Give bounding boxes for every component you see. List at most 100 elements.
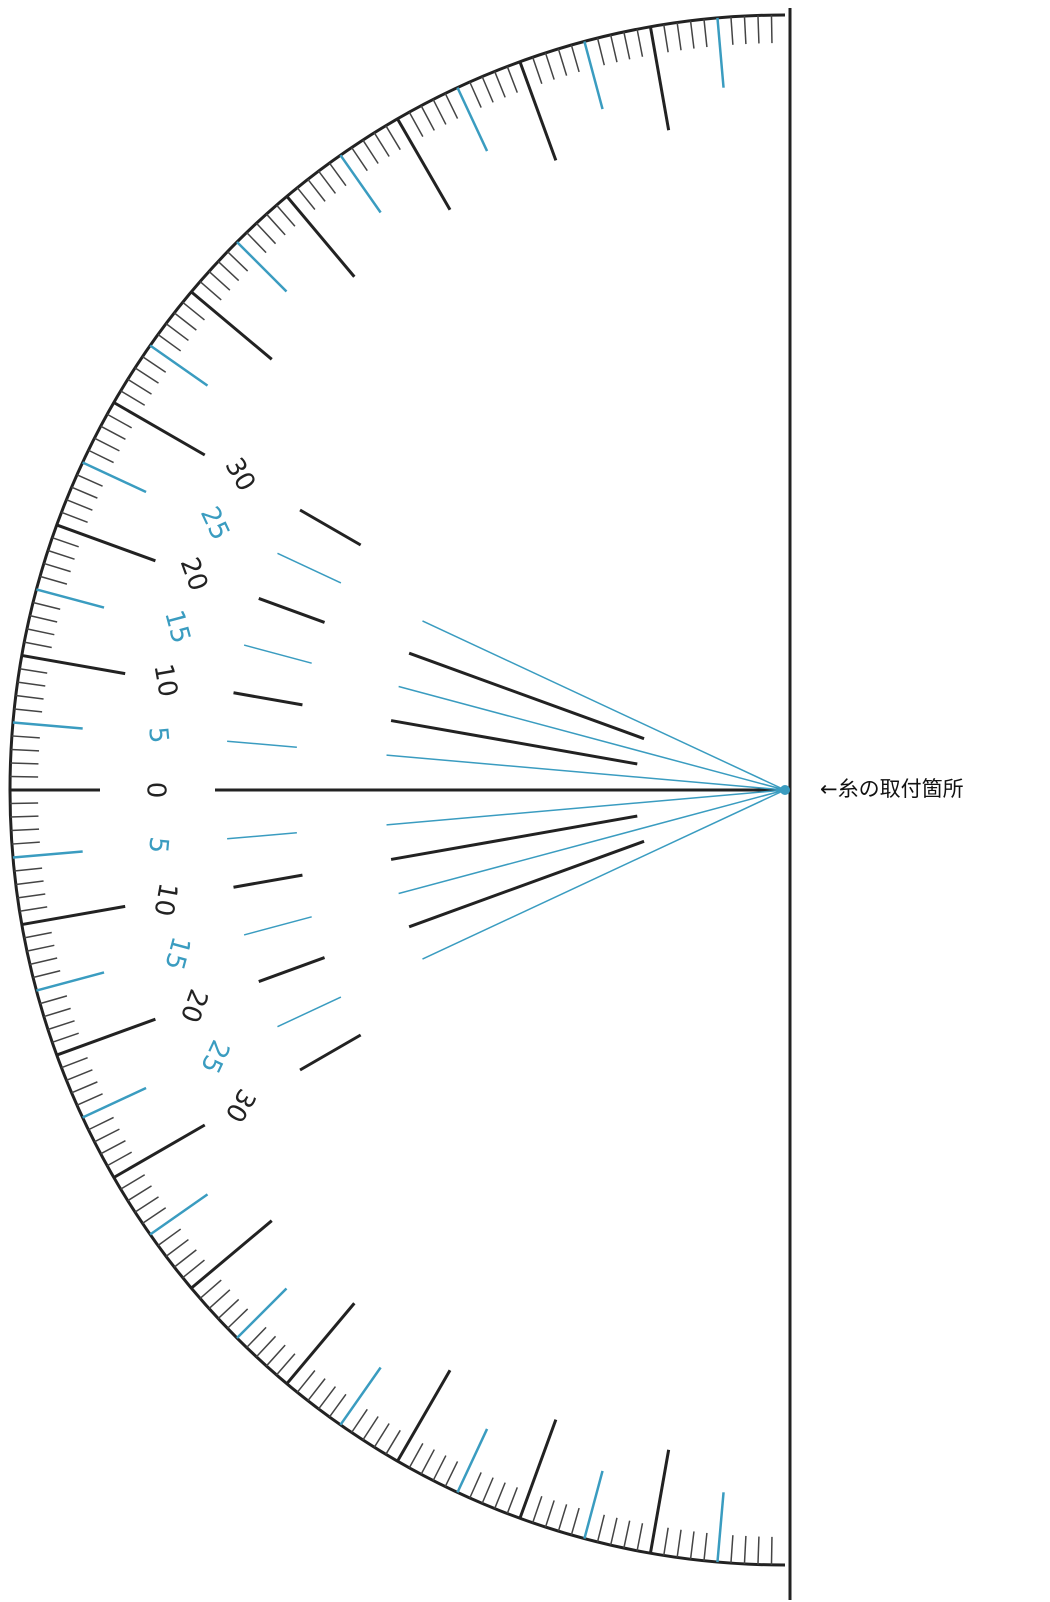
rim-tick [518,1419,558,1519]
rim-tick [56,1017,156,1057]
rim-tick [351,1408,368,1433]
rim-tick [663,1527,669,1556]
rim-tick [165,322,189,342]
rim-tick [623,31,631,60]
rim-tick [88,449,114,464]
rim-tick [217,1298,240,1320]
rim-tick [15,694,44,700]
rim-tick [14,708,43,713]
rim-tick [317,170,337,194]
rim-tick [570,1507,580,1536]
rim-tick [396,118,452,211]
rim-tick [743,16,747,45]
rim-tick [36,588,105,609]
annotation: ←糸の取付箇所 [820,777,964,801]
rim-tick [56,523,156,563]
rim-tick [730,1535,734,1564]
guide-tick [258,597,326,624]
rim-tick [456,1428,489,1493]
rim-tick [12,721,83,730]
rim-tick [157,1228,182,1247]
rim-tick [531,1496,543,1524]
rim-tick [757,1536,760,1565]
rim-tick [106,413,133,429]
guide-line [398,789,786,895]
guide-tick [299,508,362,547]
rim-tick [208,270,231,291]
rim-tick [76,474,103,487]
rim-tick [648,26,671,131]
rim-tick [199,280,222,301]
rim-tick [142,356,167,373]
rim-tick [182,301,205,321]
rim-tick [636,1523,644,1551]
rim-tick [24,931,52,939]
rim-tick [134,1196,159,1213]
rim-tick [689,20,695,49]
guide-tick [243,644,312,664]
rim-tick [39,995,68,1005]
rim-tick [730,16,734,45]
rim-tick [408,111,424,138]
rim-tick [165,1238,189,1258]
scale-label: 30 [219,453,262,497]
rim-tick [432,1455,447,1481]
rim-tick [217,260,240,282]
rim-tick [47,1020,75,1031]
scale-label: 5 [142,725,173,744]
rim-tick [100,425,126,440]
rim-tick [19,906,48,912]
rim-tick [623,1520,631,1549]
rim-tick [609,1517,618,1546]
rim-tick [226,251,249,272]
rim-tick [24,641,52,649]
rim-tick [26,944,55,952]
rim-tick [385,1429,401,1455]
rim-tick [120,390,146,406]
rim-tick [481,1477,494,1504]
rim-tick [596,1514,606,1543]
rim-tick [373,132,390,157]
rim-tick [100,1140,126,1155]
rim-tick [236,241,288,293]
rim-tick [328,1393,347,1418]
rim-tick [21,904,126,927]
rim-tick [43,562,71,573]
rim-tick [106,1151,133,1167]
rim-tick [396,1369,452,1462]
rim-tick [11,748,40,752]
rim-tick [82,461,147,494]
rim-tick [544,1500,555,1528]
rim-tick [17,893,46,899]
scale-label: 25 [194,1035,235,1078]
rim-tick [265,213,286,236]
rim-tick [716,17,725,88]
rim-tick [676,22,682,51]
rim-tick [61,1057,88,1069]
guide-line [398,685,786,791]
rim-tick [32,601,61,611]
rim-tick [506,66,518,93]
rim-tick [265,1344,286,1367]
rim-tick [246,1326,267,1349]
rim-tick [456,87,489,152]
rim-tick [716,1492,725,1563]
guide-tick [299,1033,362,1072]
rim-tick [149,344,209,387]
rim-tick [226,1308,249,1329]
rim-tick [246,231,267,254]
rim-tick [493,71,506,98]
rim-tick [583,1470,604,1539]
rim-tick [285,1302,356,1385]
rim-tick [12,850,83,859]
rim-tick [94,437,120,452]
rim-tick [157,333,182,352]
rim-tick [21,653,126,676]
rim-tick [61,511,88,523]
rim-tick [15,880,44,886]
rim-tick [570,44,580,73]
rim-tick [120,1174,146,1190]
rim-tick [190,1219,273,1290]
rim-tick [518,61,558,161]
rim-tick [173,312,197,331]
